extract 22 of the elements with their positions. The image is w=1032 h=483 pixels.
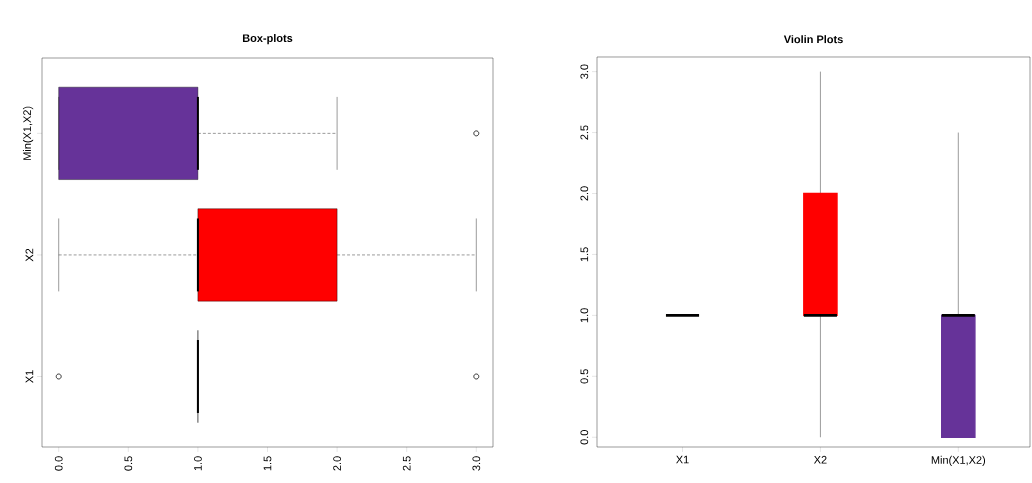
x-tick-label: 1.5	[263, 456, 272, 471]
x-tick-label: 2.0	[333, 456, 341, 471]
y-tick-label: 0.5	[580, 369, 589, 384]
y-tick-label: 3.0	[580, 64, 589, 79]
y-tick-label: 2.5	[580, 125, 589, 140]
x-tick-label: 1.0	[194, 456, 202, 471]
chart-title: Violin Plots	[783, 35, 843, 44]
y-tick-label: X1	[25, 370, 34, 383]
y-tick-label: 1.0	[580, 308, 589, 323]
y-tick-label: 2.0	[580, 186, 589, 201]
x-tick-label: 0.5	[124, 456, 133, 471]
x-tick-label: 3.0	[472, 456, 481, 471]
y-tick-label: 0.0	[580, 430, 589, 445]
y-tick-label: Min(X1,X2)	[22, 106, 34, 160]
x-tick-label: X1	[676, 455, 689, 464]
chart-title: Box-plots	[242, 33, 293, 45]
x-tick-label: X2	[813, 455, 827, 464]
x-tick-label: Min(X1,X2)	[931, 455, 986, 467]
x-tick-label: 0.0	[54, 456, 63, 471]
y-tick-label: 1.5	[580, 247, 589, 262]
x-tick-label: 2.5	[402, 456, 411, 471]
y-tick-label: X2	[25, 248, 34, 262]
